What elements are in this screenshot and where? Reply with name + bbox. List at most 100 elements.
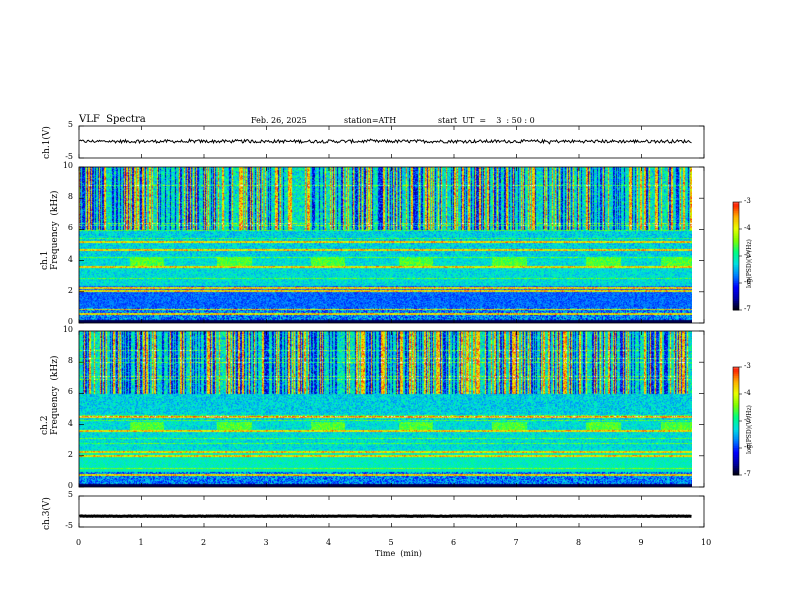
station-label: station=ATH (344, 116, 397, 125)
colorbar-cell (733, 399, 739, 402)
colorbar-cell (733, 301, 739, 304)
colorbar-cell (733, 385, 739, 388)
colorbar-cell (733, 467, 739, 471)
colorbar-cell (733, 263, 739, 266)
colorbar-cell (733, 227, 739, 230)
colorbar-cell (733, 232, 739, 235)
start-time-label: start UT = 3 : 50 : 0 (438, 116, 535, 125)
ch1-spectrogram-ytick-label: 6 (67, 223, 73, 233)
colorbar-cell (733, 238, 739, 241)
colorbar-cell (733, 229, 739, 232)
colorbar-cell (733, 367, 739, 370)
colorbar-cell (733, 430, 739, 433)
colorbar-cell (733, 209, 739, 212)
colorbar-cell (733, 392, 739, 395)
colorbar-tick-label: -4 (744, 389, 751, 397)
colorbar-tick-label: -4 (744, 224, 751, 232)
colorbar-cell (733, 444, 739, 447)
colorbar-cell (733, 439, 739, 442)
colorbar-cell (733, 394, 739, 397)
colorbar-cell (733, 230, 739, 234)
colorbar-cell (733, 205, 739, 208)
colorbar-cell (733, 462, 739, 465)
colorbar-cell (733, 281, 739, 284)
ch2-spectrogram-ytick-label: 4 (67, 418, 73, 428)
colorbar-cell (733, 460, 739, 463)
x-tick-label: 9 (638, 538, 644, 547)
colorbar-cell (733, 388, 739, 391)
ch1-waveform-ytick-label: -5 (65, 152, 73, 161)
colorbar-cell (733, 256, 739, 259)
colorbar-cell (733, 376, 739, 379)
colorbar-cell (733, 295, 739, 298)
colorbar-cell (733, 377, 739, 381)
x-tick-label: 8 (576, 538, 582, 547)
colorbar-cell (733, 419, 739, 422)
ch2-spectrogram-ytick-label: 0 (67, 481, 73, 490)
x-tick-label: 7 (513, 538, 519, 547)
colorbar-cell (733, 415, 739, 418)
colorbar-cell (733, 202, 739, 205)
colorbar-cell (733, 212, 739, 216)
colorbar-cell (733, 292, 739, 295)
x-tick-label: 5 (388, 538, 394, 547)
ch2-spectrogram-image (79, 331, 692, 487)
colorbar-cell (733, 234, 739, 237)
colorbar-tick-label: -3 (744, 362, 751, 370)
colorbar-cell (733, 293, 739, 297)
colorbar-cell (733, 421, 739, 424)
colorbar-cell (733, 408, 739, 411)
x-tick-label: 4 (326, 538, 332, 547)
colorbar-cell (733, 254, 739, 257)
x-tick-label: 2 (201, 538, 207, 547)
colorbar-cell (733, 297, 739, 300)
colorbar-cell (733, 243, 739, 246)
colorbar-cell (733, 379, 739, 382)
ch3-waveform-ytick-label: -5 (65, 521, 73, 530)
colorbar-cell (733, 211, 739, 214)
colorbar-cell (733, 306, 739, 309)
panel-frame-3 (78, 495, 705, 528)
colorbar-cell (733, 458, 739, 462)
colorbar-cell (733, 412, 739, 415)
colorbar-cell (733, 424, 739, 427)
colorbar-cell (733, 397, 739, 400)
ch1-spectrogram-image (79, 167, 692, 323)
colorbar-cell (733, 239, 739, 243)
colorbar-cell (733, 299, 739, 302)
colorbar-cell (733, 469, 739, 472)
colorbar-cell (733, 302, 739, 306)
x-axis-label: Time (min) (375, 549, 422, 558)
colorbar-cell (733, 431, 739, 435)
colorbar-cell (733, 417, 739, 420)
ch1-spectrogram-ytick-label: 10 (62, 161, 73, 170)
colorbar-cell (733, 275, 739, 279)
colorbar-cell (733, 453, 739, 456)
colorbar-cell (733, 471, 739, 474)
ch2-spectrogram-ytick-label: 6 (67, 387, 73, 397)
colorbar-cell (733, 426, 739, 429)
ch1-spectrogram-ytick-label: 8 (67, 192, 73, 202)
colorbar-cell (733, 216, 739, 219)
colorbar-cell (733, 250, 739, 253)
colorbar-cell (733, 401, 739, 404)
colorbar-cell (733, 214, 739, 217)
colorbar-cell (733, 390, 739, 393)
colorbar-cell (733, 440, 739, 444)
colorbar-cell (733, 308, 739, 311)
ch1-waveform-trace (79, 137, 692, 145)
colorbar-cell (733, 277, 739, 280)
colorbar-cell (733, 466, 739, 469)
ch2-spectrogram-ytick-label: 2 (67, 449, 73, 459)
colorbar-cell (733, 272, 739, 275)
ch2-spectrogram-ytick-label: 10 (62, 325, 73, 334)
colorbar-tick-label: -6 (744, 278, 751, 286)
colorbar-cell (733, 203, 739, 207)
colorbar-cell (733, 288, 739, 291)
colorbar-cell (733, 268, 739, 271)
colorbar-cell (733, 247, 739, 250)
colorbar-tick-label: -7 (744, 305, 751, 313)
colorbar-cell (733, 304, 739, 307)
colorbar-cell (733, 374, 739, 377)
